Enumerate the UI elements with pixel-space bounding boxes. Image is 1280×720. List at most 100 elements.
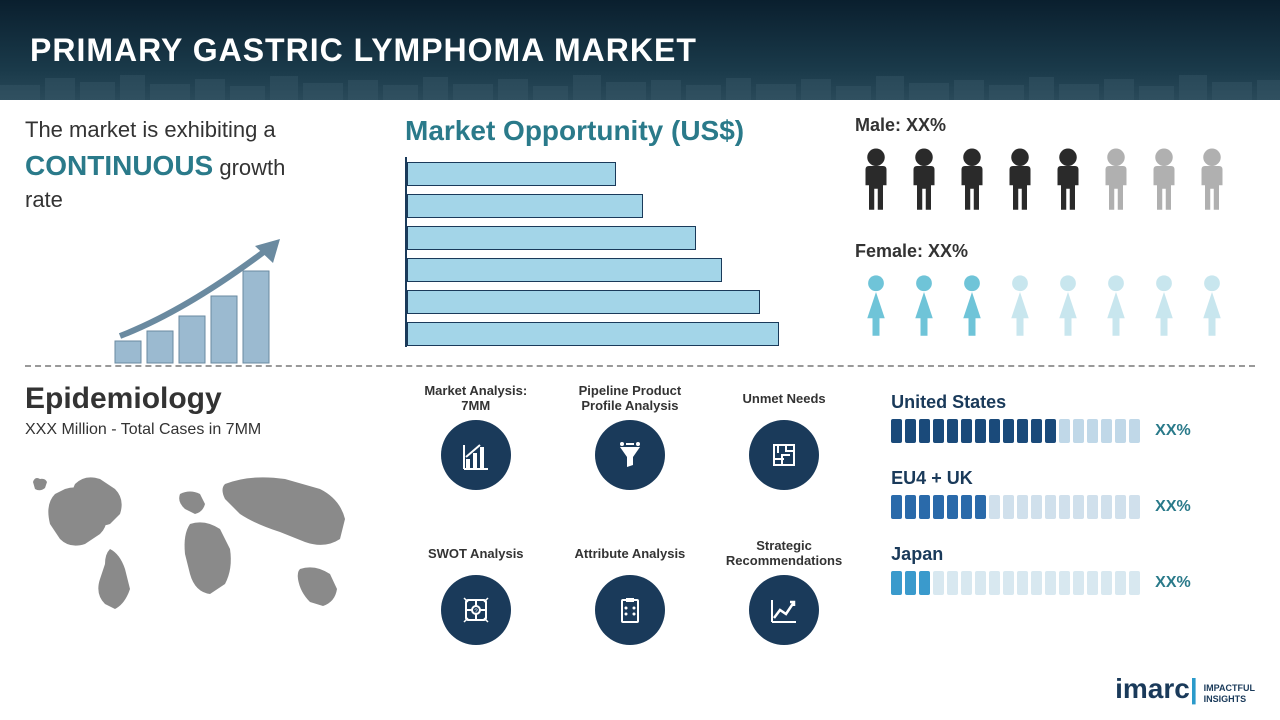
region-bars-row: XX% — [891, 495, 1255, 519]
region-bar — [1003, 571, 1014, 595]
analysis-icon-item: Market Analysis: 7MM — [409, 382, 543, 527]
region-bar — [1087, 495, 1098, 519]
region-bar — [1101, 419, 1112, 443]
region-item: Japan XX% — [891, 544, 1255, 595]
female-icons-row — [855, 270, 1255, 342]
region-bar — [989, 571, 1000, 595]
maze-icon — [749, 420, 819, 490]
region-bar — [1031, 495, 1042, 519]
region-bar — [1101, 571, 1112, 595]
logo-name: imarc — [1115, 673, 1190, 705]
female-person-icon — [999, 270, 1041, 342]
region-bar — [1115, 419, 1126, 443]
trend-icon — [749, 575, 819, 645]
icon-label: Unmet Needs — [743, 382, 826, 414]
skyline-graphic — [0, 70, 1280, 100]
epidemiology-panel: Epidemiology XXX Million - Total Cases i… — [25, 382, 399, 682]
region-bar — [975, 419, 986, 443]
market-bar — [407, 290, 760, 314]
region-bar — [933, 419, 944, 443]
region-bar — [1045, 571, 1056, 595]
market-bar — [407, 322, 779, 346]
male-person-icon — [855, 144, 897, 216]
region-bar — [891, 419, 902, 443]
swot-icon: ? — [441, 575, 511, 645]
female-person-icon — [1047, 270, 1089, 342]
region-bar — [989, 419, 1000, 443]
region-bar — [1059, 495, 1070, 519]
region-bars-row: XX% — [891, 571, 1255, 595]
growth-panel: The market is exhibiting a CONTINUOUS gr… — [25, 115, 405, 355]
region-bar — [891, 571, 902, 595]
epidemiology-title: Epidemiology — [25, 382, 399, 416]
icon-label: Pipeline Product Profile Analysis — [563, 382, 697, 414]
female-person-icon — [1143, 270, 1185, 342]
region-bar — [947, 571, 958, 595]
region-bar — [1073, 419, 1084, 443]
region-bar — [933, 571, 944, 595]
icon-label: SWOT Analysis — [428, 537, 524, 569]
female-label: Female: XX% — [855, 241, 1255, 262]
logo-sub1: IMPACTFUL — [1204, 683, 1255, 694]
region-bar — [1017, 571, 1028, 595]
region-bar — [1087, 419, 1098, 443]
region-bar — [905, 571, 916, 595]
market-opportunity-title: Market Opportunity (US$) — [405, 115, 835, 147]
market-bar — [407, 194, 643, 218]
region-name: EU4 + UK — [891, 468, 1255, 489]
region-bar — [1101, 495, 1112, 519]
female-person-icon — [951, 270, 993, 342]
male-person-icon — [999, 144, 1041, 216]
analysis-icon-item: Pipeline Product Profile Analysis — [563, 382, 697, 527]
region-bar — [1115, 571, 1126, 595]
region-name: United States — [891, 392, 1255, 413]
analysis-icon-item: Strategic Recommendations — [717, 537, 851, 682]
region-bar — [975, 495, 986, 519]
market-bar — [407, 258, 722, 282]
region-bar — [947, 419, 958, 443]
growth-chart-icon — [105, 231, 325, 371]
page-title: PRIMARY GASTRIC LYMPHOMA MARKET — [30, 32, 697, 69]
region-bar — [919, 571, 930, 595]
region-bar — [933, 495, 944, 519]
market-opportunity-panel: Market Opportunity (US$) — [405, 115, 835, 355]
region-name: Japan — [891, 544, 1255, 565]
logo-sub2: INSIGHTS — [1204, 694, 1255, 705]
icon-label: Attribute Analysis — [575, 537, 686, 569]
male-person-icon — [1047, 144, 1089, 216]
region-bar — [947, 495, 958, 519]
regions-panel: United States XX% EU4 + UK XX% Japan XX% — [861, 382, 1255, 682]
region-percent: XX% — [1155, 498, 1191, 516]
male-person-icon — [903, 144, 945, 216]
region-percent: XX% — [1155, 422, 1191, 440]
region-bar — [1017, 419, 1028, 443]
icon-label: Market Analysis: 7MM — [409, 382, 543, 414]
region-item: United States XX% — [891, 392, 1255, 443]
female-person-icon — [1191, 270, 1233, 342]
growth-highlight: CONTINUOUS — [25, 150, 213, 181]
analysis-icon-item: Unmet Needs — [717, 382, 851, 527]
region-bar — [1059, 571, 1070, 595]
region-bar — [1003, 419, 1014, 443]
region-bar — [1129, 495, 1140, 519]
region-bar — [1031, 419, 1042, 443]
region-bar — [1073, 495, 1084, 519]
region-bar — [1045, 419, 1056, 443]
region-bar — [975, 571, 986, 595]
male-label: Male: XX% — [855, 115, 1255, 136]
world-map-icon — [25, 454, 375, 634]
region-bar — [891, 495, 902, 519]
analysis-icon-item: SWOT Analysis ? — [409, 537, 543, 682]
region-bar — [961, 495, 972, 519]
brand-logo: imarc| IMPACTFUL INSIGHTS — [1115, 673, 1255, 705]
growth-text-rest: growth — [219, 155, 285, 180]
region-bar — [1017, 495, 1028, 519]
header-banner: PRIMARY GASTRIC LYMPHOMA MARKET — [0, 0, 1280, 100]
region-bar — [919, 495, 930, 519]
gender-panel: Male: XX% Female: XX% — [835, 115, 1255, 355]
region-bar — [989, 495, 1000, 519]
region-bar — [1129, 571, 1140, 595]
analysis-icons-grid: Market Analysis: 7MM Pipeline Product Pr… — [399, 382, 862, 682]
region-bar — [905, 495, 916, 519]
female-person-icon — [903, 270, 945, 342]
